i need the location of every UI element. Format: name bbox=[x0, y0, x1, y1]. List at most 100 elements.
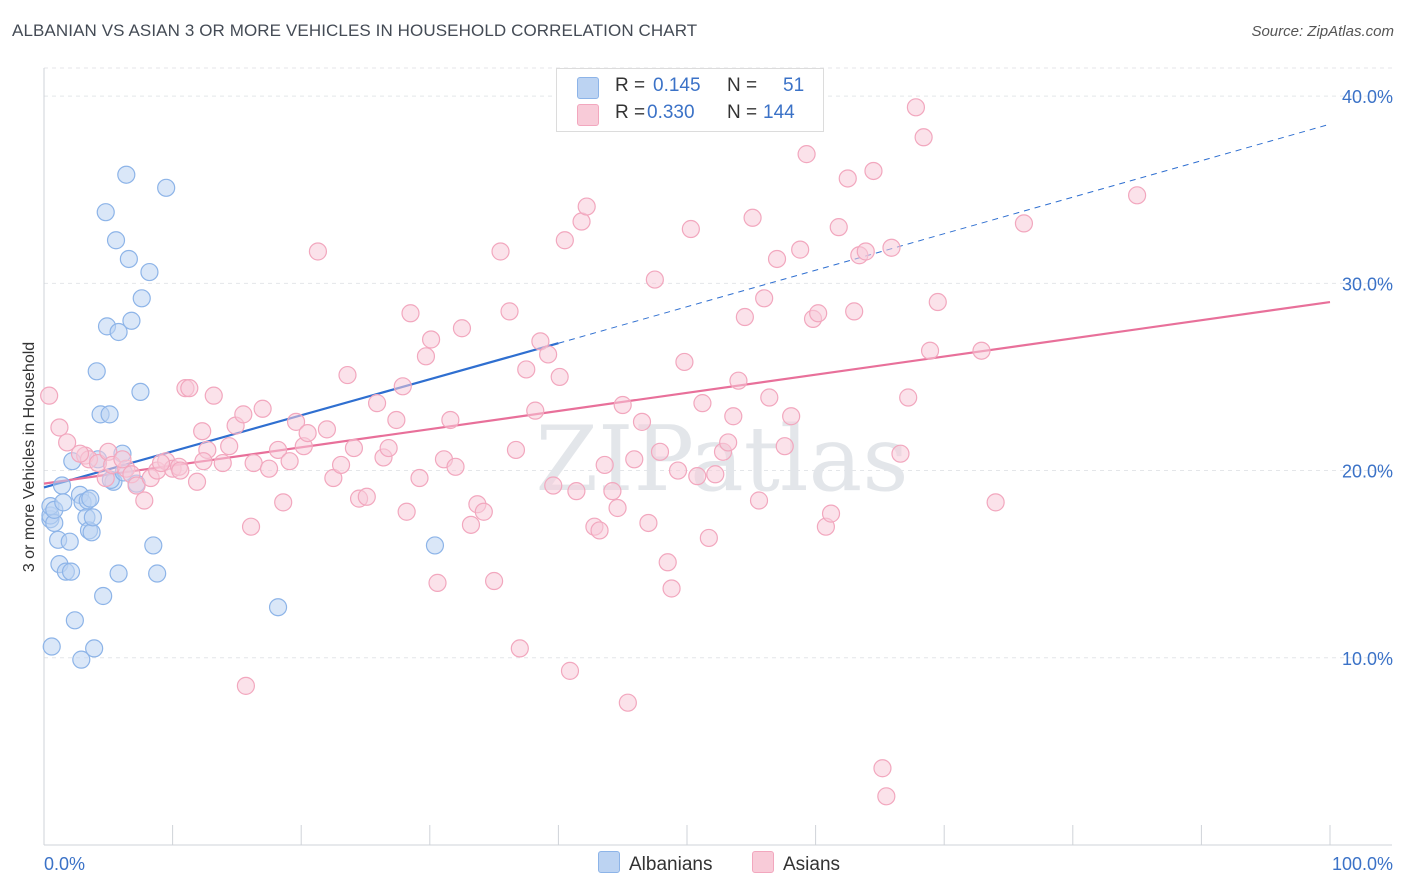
asian-point bbox=[650, 442, 670, 461]
y-tick-label: 30.0% bbox=[1342, 274, 1393, 294]
n-label: N = bbox=[727, 75, 758, 96]
albanian-point bbox=[87, 362, 106, 381]
albanian-point bbox=[94, 586, 113, 606]
chart-title: ALBANIAN VS ASIAN 3 OR MORE VEHICLES IN … bbox=[12, 21, 698, 40]
asian-trend-line bbox=[43, 300, 1331, 485]
asians-swatch bbox=[577, 104, 599, 126]
asian-point bbox=[517, 360, 536, 379]
asian-point bbox=[1014, 214, 1034, 233]
asian-point bbox=[590, 521, 609, 540]
asian-point bbox=[253, 399, 272, 418]
asian-point bbox=[510, 639, 529, 658]
albanian-point bbox=[82, 523, 101, 542]
asian-point bbox=[393, 377, 412, 396]
albanian-point bbox=[144, 536, 163, 555]
asian-point bbox=[668, 461, 688, 480]
asian-point bbox=[838, 169, 857, 188]
asian-point bbox=[755, 289, 774, 308]
asian-point bbox=[577, 197, 596, 216]
albanian-point bbox=[72, 650, 91, 669]
asian-point bbox=[331, 455, 351, 475]
axes bbox=[43, 68, 1392, 846]
albanian-point bbox=[140, 262, 159, 282]
asian-point bbox=[550, 367, 569, 387]
r-label: R = bbox=[615, 75, 646, 96]
asian-point bbox=[544, 476, 563, 495]
asian-point bbox=[928, 292, 947, 312]
asian-point bbox=[681, 219, 700, 239]
asian-point bbox=[526, 401, 545, 420]
albanian-point bbox=[117, 165, 136, 184]
asian-point bbox=[234, 405, 253, 424]
albanian-point bbox=[65, 611, 84, 630]
asian-point bbox=[675, 352, 694, 372]
albanian-point bbox=[83, 508, 102, 527]
asian-point bbox=[474, 502, 493, 521]
asian-point bbox=[397, 502, 416, 521]
albanian-point bbox=[85, 639, 104, 658]
asian-point bbox=[259, 459, 279, 478]
n-value: 144 bbox=[763, 102, 795, 123]
albanian-point bbox=[52, 476, 72, 495]
data-points bbox=[40, 98, 1147, 806]
asian-point bbox=[719, 433, 738, 452]
asian-point bbox=[767, 249, 787, 269]
asian-point bbox=[491, 242, 510, 261]
asian-point bbox=[743, 208, 762, 227]
albanian-point bbox=[122, 311, 141, 330]
asian-point bbox=[506, 440, 526, 460]
asian-point bbox=[662, 579, 681, 598]
asian-point bbox=[410, 468, 429, 488]
r-value: 0.330 bbox=[647, 102, 695, 123]
asian-point bbox=[706, 465, 725, 484]
asian-point bbox=[441, 410, 460, 430]
asian-point bbox=[461, 515, 481, 534]
asian-point bbox=[180, 379, 199, 398]
asian-point bbox=[555, 231, 574, 250]
asian-point bbox=[308, 242, 328, 261]
asian-point bbox=[920, 341, 940, 360]
asian-point bbox=[882, 238, 901, 257]
asian-point bbox=[749, 491, 769, 510]
albanian-point bbox=[119, 249, 138, 269]
albanian-point bbox=[81, 489, 100, 508]
asian-point bbox=[864, 161, 883, 181]
asian-point bbox=[658, 553, 677, 572]
y-tick-label: 40.0% bbox=[1342, 87, 1393, 107]
asian-point bbox=[821, 504, 841, 523]
asian-point bbox=[595, 455, 614, 475]
asian-point bbox=[416, 347, 436, 366]
albanian-point bbox=[100, 405, 119, 424]
asians-label: Asians bbox=[783, 854, 841, 875]
asian-point bbox=[914, 128, 933, 147]
asian-point bbox=[40, 386, 59, 405]
legend-item-albanians: Albanians bbox=[598, 851, 712, 876]
asian-point bbox=[567, 482, 586, 501]
asian-point bbox=[829, 218, 848, 237]
asian-point bbox=[357, 487, 376, 506]
y-tick-label: 10.0% bbox=[1342, 649, 1393, 669]
asian-point bbox=[113, 450, 132, 469]
asian-point bbox=[775, 437, 794, 456]
asian-point bbox=[244, 453, 263, 473]
grid-lines bbox=[44, 67, 1392, 659]
asian-point bbox=[632, 412, 652, 431]
asian-point bbox=[446, 457, 465, 476]
asian-point bbox=[891, 444, 910, 463]
albanian-point bbox=[132, 289, 151, 308]
asian-point bbox=[693, 394, 712, 413]
asian-point bbox=[58, 433, 77, 452]
asian-point bbox=[608, 498, 627, 518]
asian-point bbox=[986, 493, 1005, 512]
albanian-point bbox=[131, 382, 150, 402]
albanians-label: Albanians bbox=[629, 854, 713, 875]
asian-point bbox=[760, 388, 779, 407]
asian-point bbox=[539, 345, 558, 364]
n-value: 51 bbox=[783, 75, 805, 96]
asian-point bbox=[338, 365, 357, 385]
asian-point bbox=[729, 371, 748, 390]
asian-point bbox=[877, 787, 896, 806]
asian-point bbox=[724, 407, 743, 426]
asian-point bbox=[906, 98, 926, 117]
